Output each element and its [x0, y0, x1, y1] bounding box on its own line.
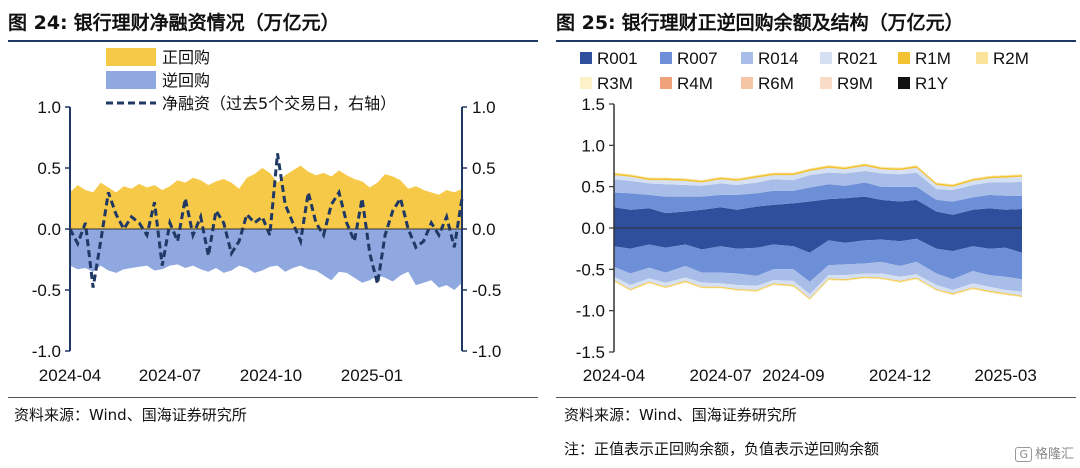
legend-swatch [580, 52, 592, 64]
legend-swatch-repo [106, 48, 156, 66]
y-tick-label: 0.0 [581, 219, 605, 238]
area-r014-negative [614, 261, 1022, 295]
legend-swatch [898, 77, 910, 89]
area-r021-positive [614, 166, 1022, 190]
x-tick-label: 2025-01 [341, 366, 403, 385]
net-financing-chart: 1.0 0.5 0.0 -0.5 -1.0 1.0 0.5 0.0 -0.5 -1.0 2024-0… [32, 48, 501, 385]
legend-swatch [580, 77, 592, 89]
legend-label: R1M [915, 49, 951, 68]
figure-title-text: 银行理财净融资情况（万亿元） [73, 12, 340, 34]
y-tick-label: -1.5 [576, 343, 605, 362]
area-r014-positive [614, 171, 1022, 202]
legend-swatch [741, 52, 753, 64]
legend-swatch [820, 77, 832, 89]
legend-label: 逆回购 [162, 71, 210, 90]
y-tick-label-right: -1.0 [472, 342, 501, 361]
area-r1m-positive [614, 164, 1022, 187]
y-tick-label-left: -0.5 [32, 281, 61, 300]
x-tick-label: 2024-09 [762, 366, 824, 385]
area-r2m-positive [614, 163, 1022, 185]
legend-label: R6M [758, 74, 794, 93]
source-text: 资料来源：Wind、国海证券研究所 [14, 406, 247, 424]
figure-title-text: 银行理财正逆回购余额及结构（万亿元） [621, 12, 964, 34]
title-rule [8, 40, 538, 42]
title-rule [556, 40, 1076, 42]
legend-label: R3M [597, 74, 633, 93]
legend-label: 正回购 [162, 48, 210, 67]
legend-swatch [976, 52, 988, 64]
x-tick-label: 2024-12 [869, 366, 931, 385]
legend-swatch [741, 77, 753, 89]
legend-label: R014 [758, 49, 799, 68]
net-financing-line [68, 153, 464, 288]
x-tick-label: 2025-03 [974, 366, 1036, 385]
figure-title: 图 25: 银行理财正逆回购余额及结构（万亿元） [556, 8, 964, 35]
source-rule [8, 397, 538, 398]
area-r001-negative [614, 228, 1022, 253]
legend-label: R4M [677, 74, 713, 93]
watermark-text: 格隆汇 [1034, 447, 1074, 462]
y-tick-label-right: 1.0 [472, 98, 496, 117]
source-text: 资料来源：Wind、国海证券研究所 [564, 406, 797, 424]
legend-swatch [660, 77, 672, 89]
x-tick-label: 2024-04 [39, 366, 101, 385]
legend-swatch [820, 52, 832, 64]
y-tick-label: 1.5 [581, 95, 605, 114]
y-tick-label-left: 0.0 [37, 220, 61, 239]
area-r021-negative [614, 273, 1022, 299]
figure-24: 图 24: 银行理财净融资情况（万亿元） 1.0 0.5 0.0 -0.5 -1.0 1.0… [8, 8, 538, 424]
x-tick-label: 2024-04 [583, 366, 645, 385]
repo-structure-chart: 1.5 1.0 0.5 0.0 -0.5 -1.0 -1.5 2024-04 2024-07 20… [576, 49, 1037, 385]
figure-number: 图 25: [556, 12, 616, 34]
y-tick-label: 0.5 [581, 178, 605, 197]
legend-label: R1Y [915, 74, 948, 93]
figure-number: 图 24: [8, 12, 68, 34]
y-tick-label: -1.0 [576, 302, 605, 321]
y-tick-label-right: -0.5 [472, 281, 501, 300]
area-repo [70, 165, 462, 229]
watermark: G 格隆汇 [1015, 443, 1074, 462]
legend-label: R9M [837, 74, 873, 93]
note-text: 注：正值表示正回购余额，负值表示逆回购余额 [564, 440, 880, 458]
area-reverse-repo [70, 229, 462, 290]
area-r001-positive [614, 196, 1022, 228]
legend-label: R2M [993, 49, 1029, 68]
legend-swatch-reverse-repo [106, 71, 156, 89]
watermark-logo-icon: G [1015, 447, 1032, 462]
source-rule [556, 397, 1076, 398]
y-tick-label-right: 0.0 [472, 220, 496, 239]
legend-label: R021 [837, 49, 878, 68]
x-tick-label: 2024-10 [240, 366, 302, 385]
x-tick-label: 2024-07 [689, 366, 751, 385]
y-tick-label-left: -1.0 [32, 342, 61, 361]
figure-25: 图 25: 银行理财正逆回购余额及结构（万亿元） 1.5 1.0 0.5 0.0 -0.5… [548, 0, 1080, 468]
y-tick-label: 1.0 [581, 136, 605, 155]
legend-label: 净融资（过去5个交易日，右轴） [162, 94, 396, 113]
y-tick-label-right: 0.5 [472, 159, 496, 178]
legend-swatch [660, 52, 672, 64]
y-tick-label-left: 1.0 [37, 98, 61, 117]
area-r007-negative [614, 238, 1022, 282]
y-tick-label: -0.5 [576, 260, 605, 279]
figure-title: 图 24: 银行理财净融资情况（万亿元） [8, 8, 340, 35]
x-tick-label: 2024-07 [139, 366, 201, 385]
legend-swatch [898, 52, 910, 64]
area-r007-positive [614, 182, 1022, 215]
y-tick-label-left: 0.5 [37, 159, 61, 178]
legend-label: R007 [677, 49, 718, 68]
legend-label: R001 [597, 49, 638, 68]
